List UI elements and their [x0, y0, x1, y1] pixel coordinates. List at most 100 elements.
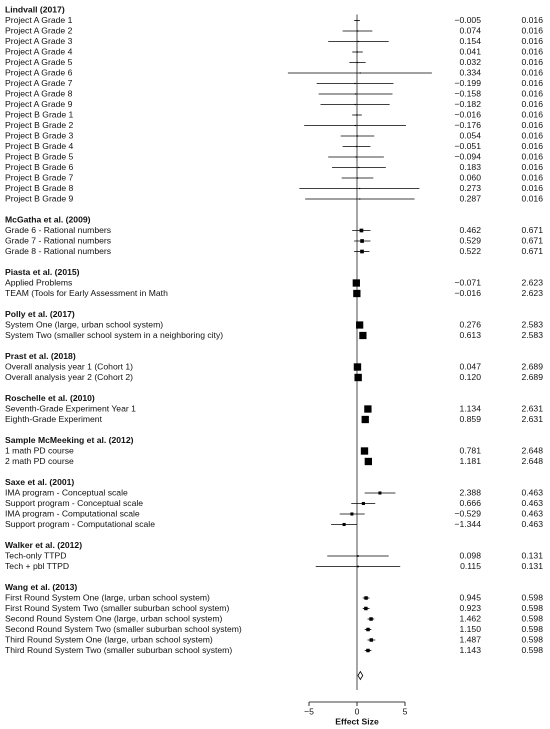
weight-label: 0.463 — [521, 519, 543, 529]
row-label: Project B Grade 9 — [5, 193, 74, 203]
weight-label: 2.623 — [521, 288, 543, 298]
estimate-label: 0.666 — [459, 498, 481, 508]
estimate-label: 0.273 — [459, 183, 481, 193]
estimate-square — [354, 373, 362, 382]
estimate-label: 2.388 — [459, 487, 481, 497]
estimate-label: 1.181 — [459, 456, 481, 466]
weight-label: 2.623 — [521, 277, 543, 287]
row-label: Project B Grade 5 — [5, 151, 74, 161]
estimate-label: −0.016 — [454, 288, 481, 298]
study-name: Roschelle et al. (2010) — [5, 393, 95, 403]
estimate-square — [359, 331, 367, 340]
row-label: Tech + pbl TTPD — [5, 561, 69, 571]
estimate-label: 0.287 — [459, 193, 481, 203]
estimate-square — [356, 51, 358, 53]
estimate-square — [364, 596, 368, 600]
row-label: Project B Grade 4 — [5, 141, 74, 151]
estimate-square — [359, 72, 361, 74]
study-name: Saxe et al. (2001) — [5, 477, 74, 487]
row-label: Grade 8 - Rational numbers — [5, 246, 111, 256]
estimate-square — [360, 447, 369, 455]
weight-label: 0.598 — [521, 603, 543, 613]
x-axis-label: Effect Size — [335, 716, 379, 726]
row-label: Project A Grade 4 — [5, 46, 73, 56]
row-label: Project B Grade 2 — [5, 120, 74, 130]
weight-label: 0.598 — [521, 624, 543, 634]
estimate-label: −0.182 — [454, 99, 481, 109]
estimate-square — [359, 228, 364, 233]
estimate-label: 1.150 — [459, 624, 481, 634]
row-label: Project A Grade 2 — [5, 25, 73, 35]
row-label: IMA program - Conceptual scale — [5, 487, 128, 497]
row-label: Project A Grade 5 — [5, 57, 73, 67]
row-label: First Round System Two (smaller suburban… — [5, 603, 229, 613]
row-label: Project B Grade 8 — [5, 183, 74, 193]
estimate-label: 0.859 — [459, 414, 481, 424]
row-label: Eighth-Grade Experiment — [5, 414, 103, 424]
row-label: Grade 7 - Rational numbers — [5, 235, 111, 245]
estimate-square — [364, 405, 372, 413]
estimate-label: 0.276 — [459, 319, 481, 329]
weight-label: 2.689 — [521, 372, 543, 382]
estimate-label: 0.054 — [459, 130, 481, 140]
estimate-square — [364, 457, 372, 466]
estimate-square — [357, 565, 359, 568]
estimate-label: 0.923 — [459, 603, 481, 613]
row-label: Project A Grade 8 — [5, 88, 73, 98]
estimate-label: 0.462 — [459, 225, 481, 235]
weight-label: 0.016 — [521, 109, 543, 119]
estimate-label: 0.098 — [459, 550, 481, 560]
estimate-square — [354, 103, 356, 106]
row-label: Overall analysis year 2 (Cohort 2) — [5, 372, 133, 382]
row-label: Project A Grade 1 — [5, 15, 73, 25]
x-tick-label: 5 — [403, 706, 408, 716]
weight-label: 0.598 — [521, 613, 543, 623]
row-label: 2 math PD course — [5, 456, 74, 466]
estimate-square — [355, 156, 357, 158]
weight-label: 0.598 — [521, 592, 543, 602]
weight-label: 2.648 — [521, 445, 543, 455]
weight-label: 0.463 — [521, 498, 543, 508]
estimate-square — [359, 187, 361, 190]
estimate-square — [366, 648, 370, 653]
estimate-label: 0.154 — [459, 36, 481, 46]
estimate-label: 0.060 — [459, 172, 481, 182]
estimate-square — [360, 239, 364, 243]
weight-label: 0.671 — [521, 235, 543, 245]
estimate-square — [358, 166, 360, 169]
estimate-square — [342, 522, 346, 527]
row-label: Tech-only TTPD — [5, 550, 66, 560]
weight-label: 0.016 — [521, 88, 543, 98]
weight-label: 0.463 — [521, 487, 543, 497]
weight-label: 2.648 — [521, 456, 543, 466]
weight-label: 0.016 — [521, 99, 543, 109]
weight-label: 2.631 — [521, 403, 543, 413]
weight-label: 0.598 — [521, 645, 543, 655]
estimate-label: −0.071 — [454, 277, 481, 287]
weight-label: 2.631 — [521, 414, 543, 424]
study-name: Piasta et al. (2015) — [5, 267, 80, 277]
estimate-square — [366, 627, 370, 632]
estimate-label: −0.051 — [454, 141, 481, 151]
weight-label: 0.598 — [521, 634, 543, 644]
x-tick-label: 0 — [355, 706, 360, 716]
row-label: Applied Problems — [5, 277, 72, 287]
weight-label: 0.016 — [521, 162, 543, 172]
estimate-label: 0.047 — [459, 361, 481, 371]
estimate-square — [356, 177, 359, 179]
row-label: Support program - Conceptual scale — [5, 498, 143, 508]
estimate-square — [359, 198, 361, 200]
weight-label: 0.016 — [521, 67, 543, 77]
row-label: Project A Grade 7 — [5, 78, 73, 88]
row-label: Project A Grade 6 — [5, 67, 73, 77]
row-label: Third Round System Two (smaller suburban… — [5, 645, 232, 655]
estimate-label: 0.334 — [459, 67, 481, 77]
estimate-label: 1.462 — [459, 613, 481, 623]
row-label: 1 math PD course — [5, 445, 74, 455]
study-name: Prast et al. (2018) — [5, 351, 76, 361]
estimate-label: 0.945 — [459, 592, 481, 602]
estimate-square — [356, 135, 359, 137]
estimate-square — [354, 82, 356, 85]
estimate-square — [354, 124, 356, 127]
weight-label: 0.016 — [521, 15, 543, 25]
